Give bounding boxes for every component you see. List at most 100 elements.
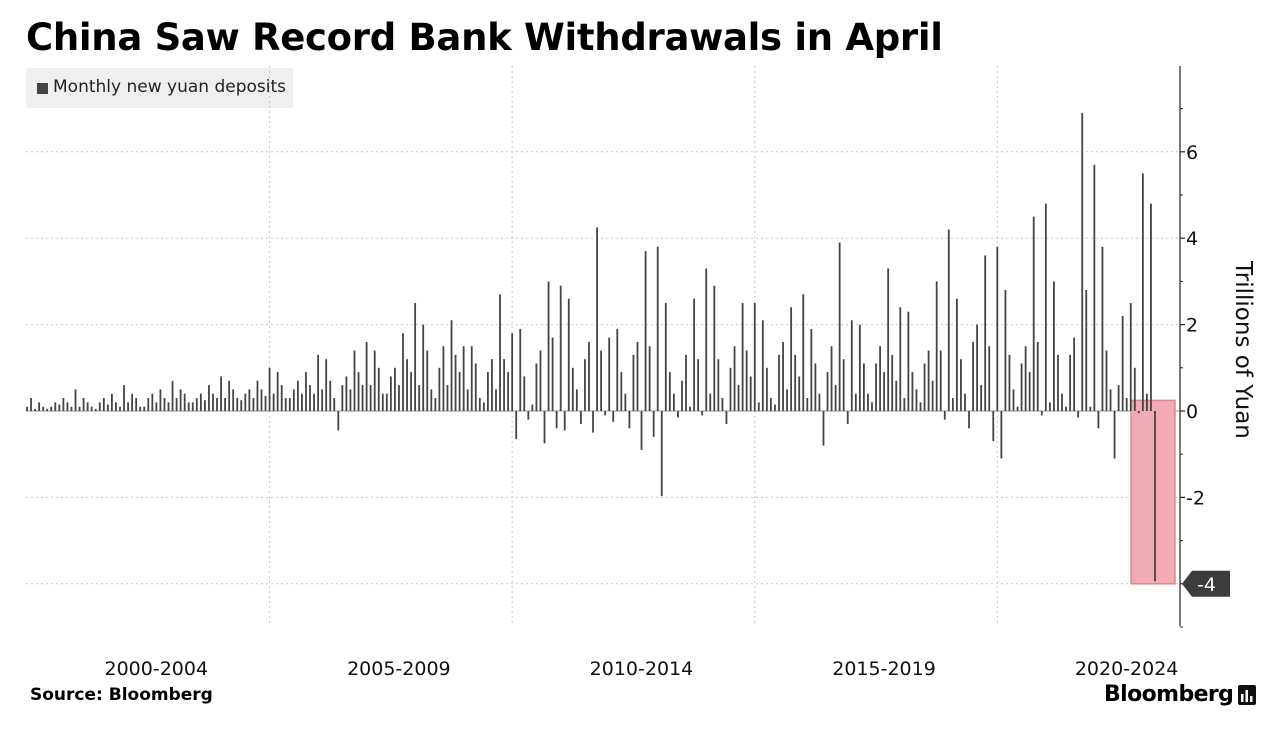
bar: [968, 411, 970, 429]
bar: [268, 367, 271, 411]
bar: [349, 389, 352, 411]
bar: [454, 354, 457, 411]
bar: [345, 376, 348, 411]
bar: [70, 406, 73, 411]
bars: [26, 112, 1156, 582]
bar: [1065, 406, 1067, 411]
bar: [608, 337, 611, 411]
bar: [1137, 411, 1140, 414]
bar: [450, 320, 453, 411]
bar: [321, 389, 324, 411]
bar: [50, 406, 53, 411]
bar: [1048, 402, 1051, 411]
bar: [955, 298, 958, 411]
bar: [487, 372, 489, 411]
bar: [778, 354, 780, 411]
bar: [1032, 216, 1035, 411]
bar: [786, 389, 788, 411]
bar: [1073, 337, 1076, 411]
bar: [1069, 354, 1071, 411]
bar: [972, 341, 974, 411]
bar: [1133, 367, 1136, 411]
bar: [1004, 290, 1007, 411]
bar: [931, 380, 934, 411]
bar: [519, 328, 522, 411]
bar: [98, 402, 101, 411]
bar: [790, 307, 793, 411]
bar: [305, 372, 307, 411]
bar: [389, 376, 392, 411]
bar: [309, 385, 311, 411]
bar: [507, 372, 510, 411]
bar: [988, 346, 991, 411]
bar: [596, 227, 598, 411]
bar: [753, 303, 756, 411]
bar: [749, 376, 752, 411]
bar: [624, 393, 627, 411]
bar: [798, 376, 801, 411]
bar: [1089, 406, 1092, 411]
bar: [822, 411, 825, 446]
bar: [1036, 341, 1039, 411]
bar: [353, 350, 356, 411]
bar: [208, 385, 210, 411]
bar: [858, 324, 861, 411]
bar: [224, 398, 227, 411]
bar: [1008, 354, 1011, 411]
bar: [592, 411, 594, 433]
callout-shape: [1182, 570, 1230, 597]
bar: [846, 411, 849, 424]
bar: [280, 385, 283, 411]
bar: [333, 398, 336, 411]
bar: [422, 324, 425, 411]
gridlines: [26, 66, 1180, 626]
bar: [947, 229, 950, 411]
chart-legend: Monthly new yuan deposits: [26, 68, 293, 108]
bloomberg-terminal-icon: [1238, 685, 1256, 705]
bar: [495, 389, 497, 411]
bar: [1141, 173, 1144, 411]
bar: [46, 408, 49, 411]
bar: [891, 354, 894, 411]
bar: [1125, 398, 1128, 411]
bar: [854, 393, 857, 411]
brand-logo: Bloomberg: [1104, 682, 1234, 707]
bar: [689, 406, 691, 411]
bar: [139, 406, 142, 411]
bar: [980, 385, 983, 411]
bar: [826, 372, 829, 411]
bar: [123, 385, 125, 411]
bar: [721, 398, 724, 411]
bar: [503, 359, 505, 411]
bar: [143, 406, 146, 411]
bar: [794, 354, 797, 411]
bar: [693, 298, 695, 411]
bar: [357, 372, 360, 411]
bar: [656, 246, 659, 411]
bar: [175, 398, 178, 411]
bar: [491, 359, 493, 411]
bar: [1093, 164, 1096, 411]
bar: [171, 380, 174, 411]
callout-label: -4: [1197, 574, 1216, 596]
bar: [567, 298, 570, 411]
bar: [482, 402, 485, 411]
bar: [1085, 290, 1088, 411]
bar: [119, 406, 121, 411]
bar: [499, 294, 501, 411]
bar: [1150, 203, 1152, 411]
bar: [644, 251, 647, 411]
bar: [159, 389, 162, 411]
bar: [111, 393, 113, 411]
bar: [705, 268, 708, 411]
bar: [664, 303, 667, 411]
bar: [911, 372, 914, 411]
bar: [337, 411, 340, 431]
y-tick-label: 6: [1186, 142, 1198, 164]
bar: [434, 398, 437, 411]
bar: [115, 402, 117, 411]
bar: [94, 408, 97, 411]
bar: [612, 411, 615, 422]
bar: [199, 393, 202, 411]
bar: [406, 359, 408, 411]
